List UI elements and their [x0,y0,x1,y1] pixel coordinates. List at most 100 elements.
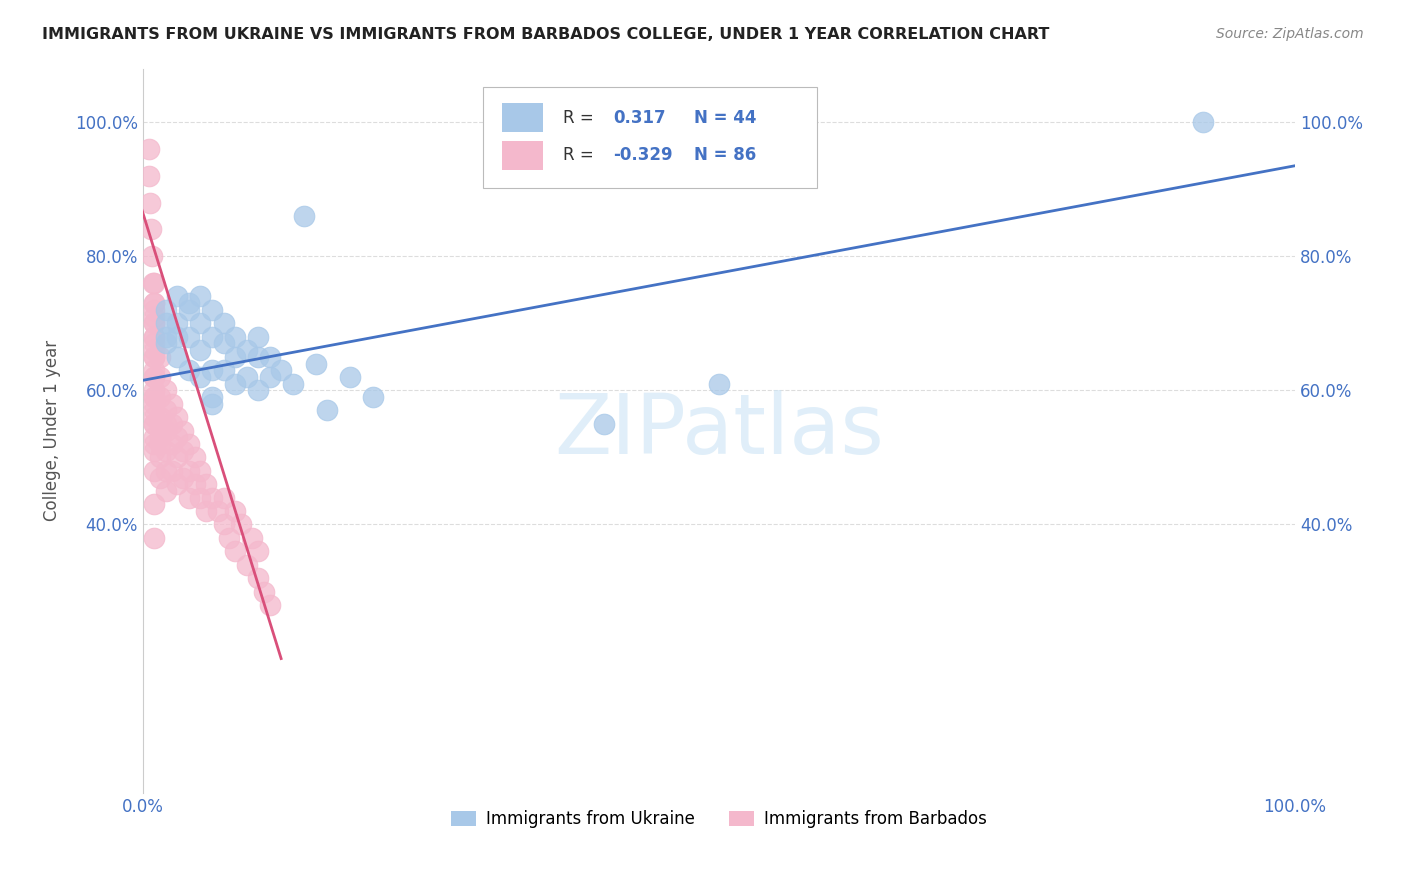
Point [183,477,205,491]
Point [224,376,246,391]
Point [143,350,166,364]
Point [139,195,162,210]
Point [143,302,166,317]
Point [305,357,328,371]
Point [1192,115,1215,129]
Point [160,397,183,411]
Point [166,430,188,444]
Point [160,464,183,478]
Point [253,584,276,599]
Point [247,571,270,585]
Point [707,376,730,391]
Point [139,222,162,236]
Point [143,410,166,425]
Point [247,350,270,364]
Point [235,370,257,384]
Point [166,289,188,303]
Point [143,531,166,545]
Point [207,504,229,518]
Point [247,544,270,558]
Point [141,249,163,263]
Point [172,424,194,438]
Point [143,296,166,310]
Point [177,363,200,377]
Point [172,443,194,458]
Point [201,491,224,505]
Point [166,350,188,364]
Point [149,370,172,384]
Text: R =: R = [564,146,599,164]
Point [195,477,218,491]
Point [212,491,235,505]
Point [166,410,188,425]
Point [259,350,281,364]
Point [172,470,194,484]
Text: IMMIGRANTS FROM UKRAINE VS IMMIGRANTS FROM BARBADOS COLLEGE, UNDER 1 YEAR CORREL: IMMIGRANTS FROM UKRAINE VS IMMIGRANTS FR… [42,27,1049,42]
Point [259,370,281,384]
Point [143,316,166,330]
Y-axis label: College, Under 1 year: College, Under 1 year [44,340,60,521]
Point [224,329,246,343]
Point [143,430,166,444]
Point [190,370,212,384]
Point [218,531,240,545]
Point [212,517,235,532]
Text: -0.329: -0.329 [613,146,672,164]
Point [143,417,166,431]
Point [155,336,177,351]
Point [212,336,235,351]
Point [292,209,315,223]
Point [166,477,188,491]
Point [166,450,188,465]
Point [155,483,177,498]
Point [166,329,188,343]
Point [177,491,200,505]
Point [190,491,212,505]
Point [149,430,172,444]
Point [143,397,166,411]
Point [224,350,246,364]
Point [177,437,200,451]
Point [212,316,235,330]
Legend: Immigrants from Ukraine, Immigrants from Barbados: Immigrants from Ukraine, Immigrants from… [444,804,993,835]
Point [138,169,160,183]
Point [224,504,246,518]
Point [190,289,212,303]
Point [149,390,172,404]
Point [143,329,166,343]
Point [160,437,183,451]
Point [155,329,177,343]
Point [201,363,224,377]
Text: ZIPatlas: ZIPatlas [554,390,884,471]
Point [235,343,257,358]
Point [592,417,614,431]
Point [143,370,166,384]
Point [155,302,177,317]
Point [235,558,257,572]
Point [190,343,212,358]
Point [138,142,160,156]
Point [155,384,177,398]
Point [149,450,172,465]
Point [339,370,361,384]
Text: N = 44: N = 44 [693,109,756,127]
Point [177,329,200,343]
Point [155,443,177,458]
Point [201,302,224,317]
Point [259,598,281,612]
Text: N = 86: N = 86 [693,146,756,164]
Point [166,316,188,330]
Point [160,417,183,431]
Point [240,531,263,545]
Point [155,403,177,417]
Point [316,403,339,417]
Point [201,397,224,411]
Point [143,316,166,330]
Point [224,544,246,558]
Point [143,363,166,377]
Point [143,437,166,451]
Point [149,410,172,425]
Point [177,302,200,317]
Point [143,329,166,343]
Point [201,390,224,404]
